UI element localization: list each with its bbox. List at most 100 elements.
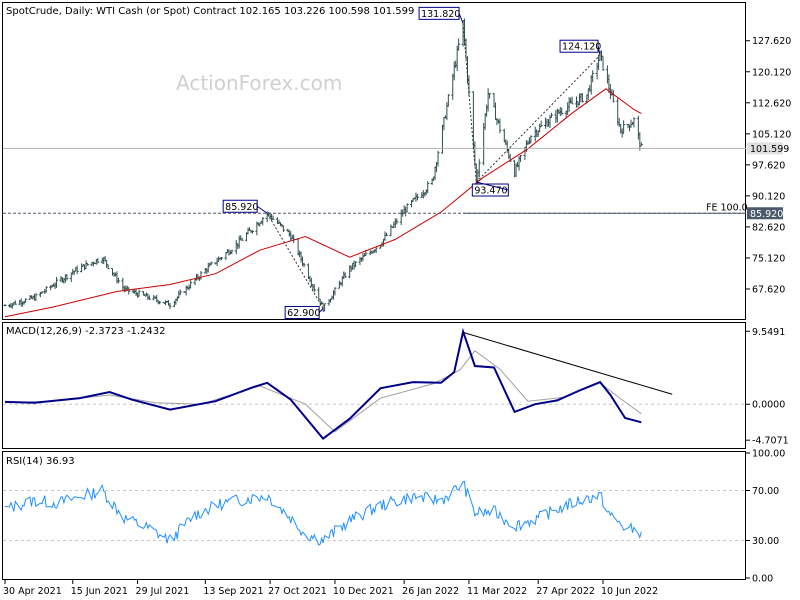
price-bar (333, 287, 337, 296)
macd-signal-line (4, 350, 642, 433)
price-bar (65, 274, 69, 281)
moving-average-line (4, 88, 642, 318)
price-bar (55, 276, 59, 288)
macd-y-tick-label: 0.0000 (752, 400, 785, 411)
macd-panel: MACD(12,26,9) -2.3723 -1.2432 9.5491 0.00… (2, 322, 789, 449)
macd-y-axis: 9.5491 0.0000 -4.7071 (746, 327, 789, 447)
rsi-y-tick-label: 0.00 (752, 574, 773, 585)
x-tick-label: 15 Jun 2021 (71, 586, 128, 597)
price-bar (116, 277, 120, 284)
price-bar (343, 272, 347, 278)
price-y-tick-label: 112.620 (752, 98, 791, 109)
price-bar (477, 159, 481, 178)
price-annotation: 85.920 (222, 199, 268, 214)
x-tick-label: 29 Jul 2021 (136, 586, 190, 597)
price-bar (384, 232, 388, 236)
price-bar (519, 154, 523, 162)
macd-main-line (4, 327, 642, 440)
annotation-leader (458, 13, 464, 24)
price-bar (529, 135, 533, 144)
price-bar (13, 300, 17, 305)
rsi-y-tick-label: 30.00 (752, 536, 779, 547)
price-bars (3, 18, 643, 312)
price-bar (405, 203, 409, 213)
price-bar (395, 218, 399, 225)
price-y-tick-label: 105.120 (752, 129, 791, 140)
swing-line (266, 212, 324, 309)
price-bar (271, 215, 275, 220)
macd-panel-title: MACD(12,26,9) -2.3723 -1.2432 (6, 326, 166, 337)
price-y-tick-label: 82.620 (752, 222, 785, 233)
price-y-tick-label: 120.120 (752, 67, 791, 78)
price-y-tick-label: 97.620 (752, 160, 785, 171)
fe-label: FE 100.0 (706, 202, 748, 213)
annotation-label: 124.120 (562, 42, 601, 53)
macd-trendline (462, 331, 673, 395)
price-y-tick-label: 67.620 (752, 284, 785, 295)
price-bar (488, 93, 492, 99)
price-bar (539, 120, 543, 128)
price-bar (261, 217, 265, 226)
x-tick-label: 11 Mar 2022 (467, 586, 527, 597)
x-tick-label: 13 Sep 2021 (203, 586, 263, 597)
swing-line (462, 23, 477, 183)
price-bar (158, 300, 162, 305)
price-bar (137, 289, 141, 297)
price-bar (549, 112, 553, 119)
price-bar (96, 257, 100, 264)
price-annotation: 93.470 (471, 181, 509, 197)
price-bar (426, 180, 430, 194)
price-bar (317, 287, 321, 300)
price-annotations: 131.820 124.120 93.470 85.920 62.900 (222, 6, 601, 319)
price-bar (302, 262, 306, 268)
x-tick-label: 26 Jan 2022 (402, 586, 459, 597)
price-bar (354, 261, 358, 268)
rsi-y-tick-label: 100.00 (752, 449, 785, 460)
price-y-tick-label: 90.120 (752, 191, 785, 202)
price-bar (127, 287, 131, 295)
current-price-label: 101.599 (750, 144, 789, 155)
macd-lines (3, 327, 746, 440)
current-price-badge (747, 142, 783, 155)
annotation-label: 131.820 (421, 9, 460, 20)
price-bar (178, 289, 182, 296)
price-panel-title: SpotCrude, Daily: WTI Cash (or Spot) Con… (6, 6, 414, 17)
price-bar (570, 96, 574, 105)
price-bar (473, 141, 477, 167)
price-bar (220, 257, 224, 261)
price-y-axis: 127.620 120.120 112.620 105.120 97.620 90.120… (746, 36, 791, 295)
rsi-y-tick-label: 70.00 (752, 486, 779, 497)
price-bar (498, 118, 502, 134)
price-bar (106, 264, 110, 270)
price-bar (560, 107, 564, 116)
price-annotation: 131.820 (418, 6, 464, 24)
macd-y-tick-label: 9.5491 (752, 327, 785, 338)
x-tick-label: 10 Jun 2022 (601, 586, 658, 597)
annotation-leader (318, 308, 324, 313)
annotation-label: 85.920 (225, 202, 258, 213)
price-bar (44, 286, 48, 293)
price-bar (457, 38, 461, 51)
x-tick-label: 27 Apr 2022 (536, 586, 595, 597)
price-bar (436, 150, 440, 167)
price-bar (250, 230, 254, 234)
price-bar (374, 247, 378, 253)
price-bar (632, 117, 636, 128)
x-tick-label: 10 Dec 2021 (333, 586, 394, 597)
price-annotation: 62.900 (284, 305, 324, 319)
price-bar (168, 302, 172, 309)
x-tick-label: 27 Oct 2021 (268, 586, 327, 597)
price-bar (591, 70, 595, 83)
fe-value-label: 85.920 (750, 209, 783, 220)
annotation-leader (597, 46, 601, 56)
price-bar (312, 284, 316, 293)
price-bar (240, 237, 244, 241)
price-panel: SpotCrude, Daily: WTI Cash (or Spot) Con… (2, 2, 791, 320)
annotation-label: 62.900 (287, 308, 320, 319)
price-annotation: 124.120 (559, 39, 601, 56)
rsi-panel-frame (2, 451, 746, 580)
annotation-leader (476, 181, 509, 191)
price-y-tick-label: 127.620 (752, 36, 791, 47)
